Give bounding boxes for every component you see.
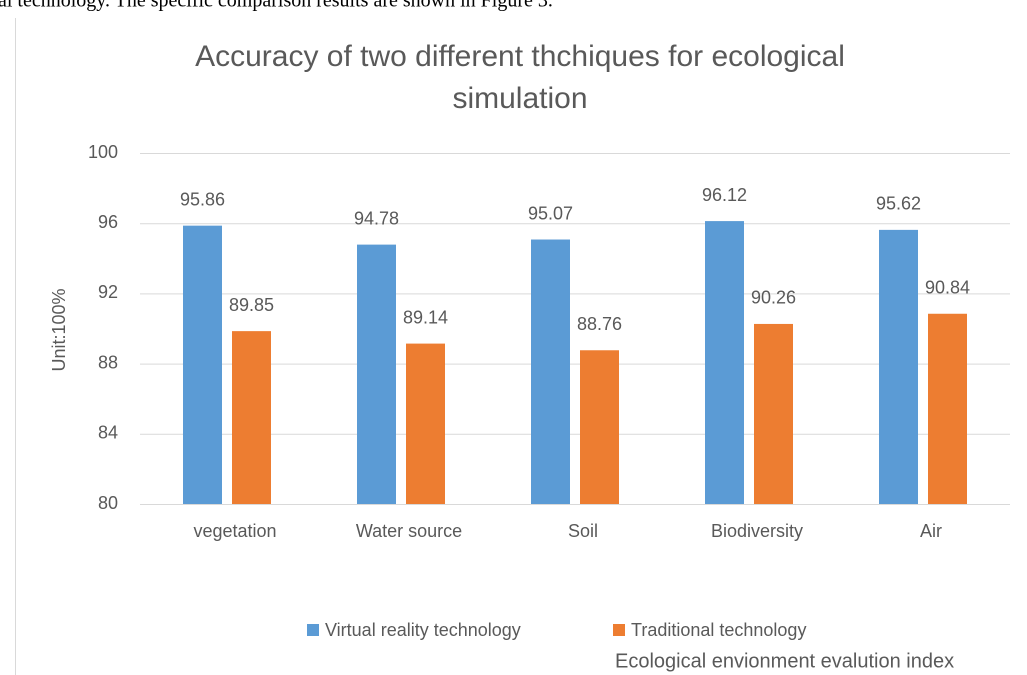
- legend-label: Virtual reality technology: [325, 620, 521, 640]
- legend-swatch: [613, 624, 625, 636]
- y-tick-label: 92: [98, 282, 118, 302]
- bar: [705, 221, 744, 504]
- legend-swatch: [307, 624, 319, 636]
- x-axis-label: Ecological envionment evalution index: [615, 650, 954, 672]
- bar: [183, 225, 222, 505]
- data-label: 89.85: [229, 295, 274, 315]
- data-label: 90.26: [751, 288, 796, 308]
- bar: [531, 239, 570, 505]
- chart-title: Accuracy of two different thchiques for …: [195, 40, 845, 73]
- bar: [406, 343, 445, 504]
- data-label: 95.07: [528, 203, 573, 223]
- context-text: al technology. The specific comparison r…: [0, 0, 553, 12]
- y-tick-label: 88: [98, 352, 118, 372]
- bar: [928, 313, 967, 504]
- bar: [232, 331, 271, 504]
- data-label: 90.84: [925, 278, 970, 298]
- y-axis-label: Unit:100%: [49, 288, 69, 371]
- x-tick-label: Soil: [568, 521, 598, 541]
- bar: [357, 244, 396, 504]
- y-tick-label: 80: [98, 493, 118, 513]
- bar: [754, 323, 793, 504]
- x-tick-label: Water source: [356, 521, 462, 541]
- y-tick-label: 96: [98, 212, 118, 232]
- data-label: 96.12: [702, 185, 747, 205]
- data-label: 95.62: [876, 194, 921, 214]
- data-label: 95.86: [180, 189, 225, 209]
- x-tick-label: Air: [920, 521, 942, 541]
- x-tick-label: vegetation: [193, 521, 276, 541]
- x-tick-label: Biodiversity: [711, 521, 803, 541]
- bar: [879, 229, 918, 504]
- data-label: 89.14: [403, 307, 448, 327]
- bar: [580, 350, 619, 504]
- y-tick-label: 84: [98, 423, 118, 443]
- data-label: 94.78: [354, 208, 399, 228]
- legend-label: Traditional technology: [631, 620, 806, 640]
- y-tick-label: 100: [88, 142, 118, 162]
- chart-title: simulation: [452, 82, 587, 115]
- data-label: 88.76: [577, 314, 622, 334]
